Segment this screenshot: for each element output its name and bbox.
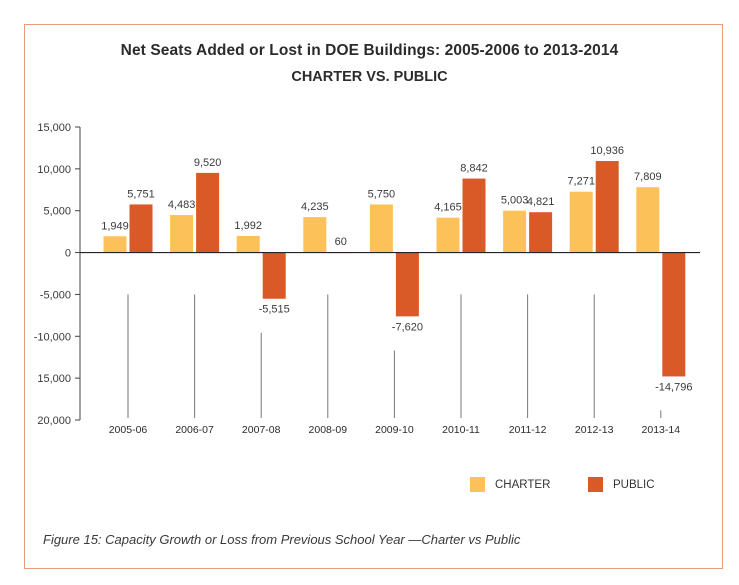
value-label-public-2009-10: -7,620 [392,321,423,333]
bar-public-2011-12 [529,212,553,253]
bar-public-2007-08 [262,252,286,299]
bar-charter-2009-10 [369,204,393,253]
y-tick-label: 15,000 [37,373,71,385]
category-labels: 2005-06 2006-07 2007-08 2008-09 2009-10 2010-… [109,424,680,436]
y-tick-label: 15,000 [37,122,71,134]
bar-public-2012-13 [595,161,619,253]
value-label-public-2007-08: -5,515 [259,304,290,316]
x-tick-label-2013-14: 2013-14 [642,424,681,436]
value-label-charter-2006-07: 4,483 [168,199,196,211]
value-label-charter-2009-10: 5,750 [368,188,396,200]
bar-public-2006-07 [196,172,220,253]
value-label-charter-2012-13: 7,271 [567,176,595,188]
bar-public-2005-06 [129,204,153,253]
legend-item-charter: CHARTER [470,477,550,492]
value-label-public-2005-06: 5,751 [127,188,155,200]
x-tick-label-2005-06: 2005-06 [109,424,148,436]
x-tick-label-2008-09: 2008-09 [309,424,348,436]
x-tick-label-2009-10: 2009-10 [375,424,414,436]
legend-swatch-charter [470,477,485,492]
bar-charter-2005-06 [103,236,127,253]
y-axis: 15,000 10,000 5,000 0 -5,000 -10,000 15,000 20,… [34,122,81,427]
bar-charter-2007-08 [236,235,260,253]
y-tick-label: -5,000 [40,289,71,301]
x-tick-label-2010-11: 2010-11 [442,424,480,436]
legend-label-charter: CHARTER [495,478,551,491]
legend-swatch-public [588,477,603,492]
bar-charter-2011-12 [503,210,527,253]
bar-charter-2013-14 [636,187,660,253]
x-tick-label-2007-08: 2007-08 [242,424,281,436]
figure-frame [24,24,723,569]
value-label-charter-2010-11: 4,165 [434,202,462,214]
category-leader-lines [127,294,662,418]
y-tick-label: 0 [65,248,71,260]
y-tick-label: 20,000 [37,415,71,427]
value-label-charter-2011-12: 5,003 [501,195,529,207]
value-labels: 1,949 5,751 4,483 9,520 1,992 -5,515 4,235 60 5,… [101,145,692,393]
bars [103,161,686,377]
figure-caption: Figure 15: Capacity Growth or Loss from … [43,532,521,547]
value-label-charter-2007-08: 1,992 [234,220,262,232]
bar-charter-2012-13 [569,191,593,253]
value-label-charter-2013-14: 7,809 [634,171,662,183]
bar-public-2009-10 [395,252,419,317]
legend-item-public: PUBLIC [588,477,655,492]
bar-charter-2006-07 [170,215,194,253]
x-tick-label-2012-13: 2012-13 [575,424,614,436]
y-tick-label: -10,000 [34,331,71,343]
x-tick-label-2011-12: 2011-12 [509,424,547,436]
bar-public-2010-11 [462,178,486,253]
value-label-public-2006-07: 9,520 [194,157,222,169]
bar-public-2013-14 [662,252,686,377]
bar-charter-2010-11 [436,217,460,253]
legend-label-public: PUBLIC [613,478,655,491]
chart-title: Net Seats Added or Lost in DOE Buildings… [120,42,619,59]
y-tick-label: 10,000 [37,164,71,176]
value-label-charter-2008-09: 4,235 [301,201,329,213]
value-label-public-2008-09: 60 [335,236,347,248]
value-label-public-2013-14: -14,796 [655,381,692,393]
bar-charter-2008-09 [303,217,327,253]
y-tick-label: 5,000 [43,206,71,218]
chart-subtitle: CHARTER VS. PUBLIC [291,69,448,85]
value-label-public-2012-13: 10,936 [590,145,624,157]
value-label-public-2010-11: 8,842 [460,163,488,175]
x-tick-label-2006-07: 2006-07 [175,424,214,436]
value-label-charter-2005-06: 1,949 [101,220,129,232]
value-label-public-2011-12: 4,821 [527,196,555,208]
